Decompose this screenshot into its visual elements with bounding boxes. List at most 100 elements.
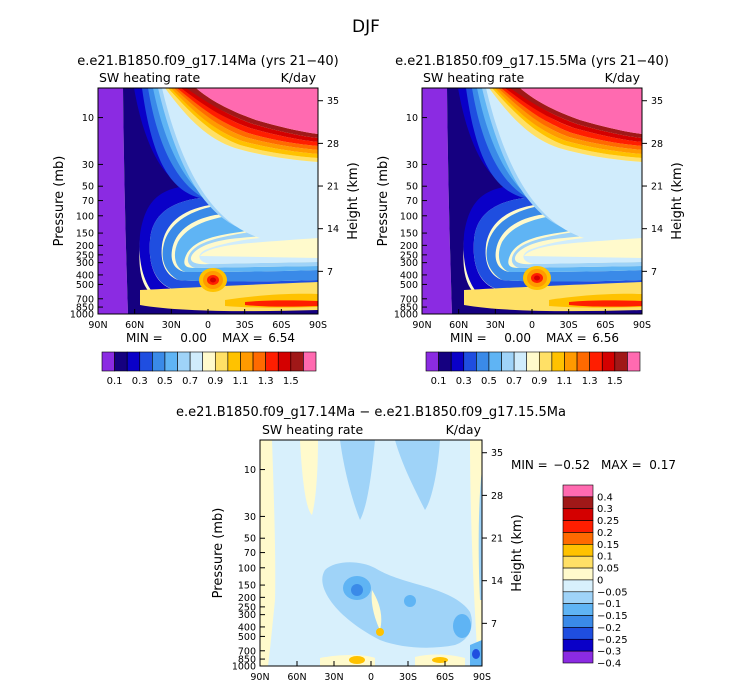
panel-1-colorbar-swatch: [214, 351, 229, 372]
page-title: DJF: [352, 17, 380, 37]
panel-2-colorbar-swatch: [488, 351, 502, 372]
panel-1-colorbar-label: 1.1: [233, 376, 249, 387]
panel-2-colorbar-swatch: [614, 351, 628, 372]
panel-1-y2-tick-label: 35: [327, 96, 339, 107]
panel-1-min-value: 0.00: [180, 331, 207, 345]
panel-3: e.e21.B1850.f09_g17.14Ma − e.e21.B1850.f…: [176, 405, 676, 683]
panel-3-colorbar-label: 0.4: [597, 492, 613, 503]
panel-1-y-tick-label: 300: [76, 258, 94, 269]
panel-3-colorbar-label: 0.25: [597, 516, 619, 527]
panel-3-colorbar-label: −0.2: [597, 623, 621, 634]
panel-1-y-tick-label: 150: [76, 229, 94, 240]
panel-1-y2-tick-label: 28: [327, 139, 339, 150]
panel-2-colorbar-swatch: [576, 351, 590, 372]
panel-3-x-tick-label: 60S: [436, 672, 454, 683]
panel-1-y2-axis-label: Height (km): [346, 162, 361, 239]
panel-1-y-tick-label: 250: [76, 250, 94, 261]
panel-3-variable-label: SW heating rate: [262, 422, 363, 437]
panel-3-colorbar-swatch: [562, 484, 594, 498]
panel-2-y2-axis-label: Height (km): [670, 162, 685, 239]
panel-2-x-tick-label: 0: [529, 320, 535, 331]
panel-3-colorbar-label: 0.15: [597, 540, 619, 551]
panel-2-colorbar-label: 0.5: [481, 376, 497, 387]
panel-1-colorbar-swatch: [164, 351, 178, 372]
panel-1-units-label: K/day: [281, 70, 317, 85]
panel-1-y-tick-label: 50: [82, 182, 94, 193]
panel-2-y-tick-label: 500: [400, 280, 418, 291]
panel-3-x-tick-label: 60N: [287, 672, 306, 683]
panel-2-colorbar-swatch: [463, 351, 477, 372]
panel-2-colorbar-swatch: [450, 351, 465, 372]
panel-1-y-tick-label: 200: [76, 241, 94, 252]
panel-1-y2-tick-label: 14: [327, 224, 339, 235]
panel-3-y-tick-label: 400: [238, 622, 256, 633]
panel-3-y-tick-label: 50: [244, 534, 256, 545]
panel-3-colorbar-label: −0.15: [597, 611, 628, 622]
panel-3-colorbar-label: 0.2: [597, 528, 613, 539]
panel-1-variable-label: SW heating rate: [99, 70, 200, 85]
panel-1-colorbar-swatch: [177, 351, 191, 372]
panel-2-colorbar-swatch: [438, 351, 452, 372]
panel-1-colorbar-swatch: [139, 351, 153, 372]
panel-3-y-tick-label: 30: [244, 512, 256, 523]
panel-2-colorbar-label: 1.1: [557, 376, 573, 387]
panel-3-colorbar-label: −0.4: [597, 659, 621, 670]
panel-2-colorbar-swatch: [627, 351, 641, 372]
panel-3-y-tick-label: 850: [238, 655, 256, 666]
panel-1-y-tick-label: 400: [76, 270, 94, 281]
panel-2-y-tick-label: 200: [400, 241, 418, 252]
panel-3-x-tick-label: 0: [368, 672, 374, 683]
panel-2-y-tick-label: 10: [406, 113, 418, 124]
panel-3-title: e.e21.B1850.f09_g17.14Ma − e.e21.B1850.f…: [176, 405, 566, 420]
panel-2-y-tick-label: 150: [400, 229, 418, 240]
panel-1-y2-tick-label: 21: [327, 182, 339, 193]
panel-1-colorbar-swatch: [114, 351, 128, 372]
panel-3-colorbar-swatch: [562, 532, 594, 545]
panel-1-colorbar-label: 0.9: [207, 376, 223, 387]
panel-2-colorbar-swatch: [513, 351, 528, 372]
panel-3-colorbar-swatch: [562, 567, 594, 581]
panel-2-max-label: MAX =: [546, 331, 587, 345]
panel-1-colorbar-label: 1.5: [283, 376, 299, 387]
panel-1-colorbar-swatch: [202, 351, 216, 372]
panel-2-colorbar-swatch: [564, 351, 578, 372]
panel-1-colorbar-swatch: [303, 351, 317, 372]
panel-3-colorbar-label: −0.1: [597, 599, 621, 610]
panel-1-x-tick-label: 0: [205, 320, 211, 331]
panel-2-x-tick-label: 30N: [486, 320, 505, 331]
panel-1-y-tick-label: 30: [82, 160, 94, 171]
panel-2-min-label: MIN =: [450, 331, 487, 345]
panel-3-colorbar-swatch: [562, 627, 594, 640]
panel-3-y2-tick-label: 35: [491, 448, 503, 459]
panel-2-colorbar-label: 0.3: [456, 376, 472, 387]
panel-2-variable-label: SW heating rate: [423, 70, 524, 85]
panel-3-colorbar-swatch: [562, 579, 594, 593]
panel-3-field: [260, 440, 482, 666]
panel-3-colorbar-swatch: [562, 496, 594, 510]
panel-2-y-tick-label: 50: [406, 182, 418, 193]
panel-3-x-tick-label: 30N: [324, 672, 343, 683]
panel-3-colorbar-label: −0.3: [597, 647, 621, 658]
panel-2-colorbar-swatch: [601, 351, 616, 372]
panel-3-x-ticks: 90N 60N 30N 0 30S 60S 90S: [250, 661, 491, 683]
panel-1-x-tick-label: 60S: [272, 320, 290, 331]
panel-3-colorbar-label: 0.1: [597, 552, 613, 563]
panel-3-colorbar-swatch: [562, 591, 594, 604]
panel-2-colorbar-swatch: [425, 351, 439, 372]
panel-1-colorbar-swatch: [101, 351, 115, 372]
panel-3-y2-tick-label: 14: [491, 576, 503, 587]
panel-2-y-axis-label: Pressure (mb): [376, 156, 391, 247]
panel-2-title: e.e21.B1850.f09_g17.15.5Ma (yrs 21−40): [395, 54, 669, 69]
panel-3-x-tick-label: 30S: [399, 672, 417, 683]
panel-2-y2-tick-label: 35: [651, 96, 663, 107]
panel-1-colorbar-swatch: [252, 351, 266, 372]
panel-3-y-tick-label: 70: [244, 548, 256, 559]
panel-2-field: [422, 88, 642, 314]
panel-2-colorbar-swatch: [589, 351, 603, 372]
panel-3-colorbar-swatch: [562, 520, 594, 533]
panel-2-y-tick-label: 100: [400, 211, 418, 222]
panel-2-colorbar-label: 0.9: [531, 376, 547, 387]
panel-2-x-tick-label: 90S: [633, 320, 651, 331]
